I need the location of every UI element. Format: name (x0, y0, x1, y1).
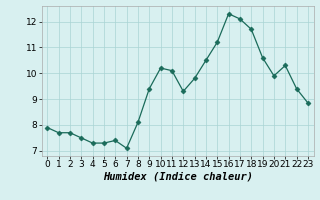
X-axis label: Humidex (Indice chaleur): Humidex (Indice chaleur) (103, 172, 252, 182)
